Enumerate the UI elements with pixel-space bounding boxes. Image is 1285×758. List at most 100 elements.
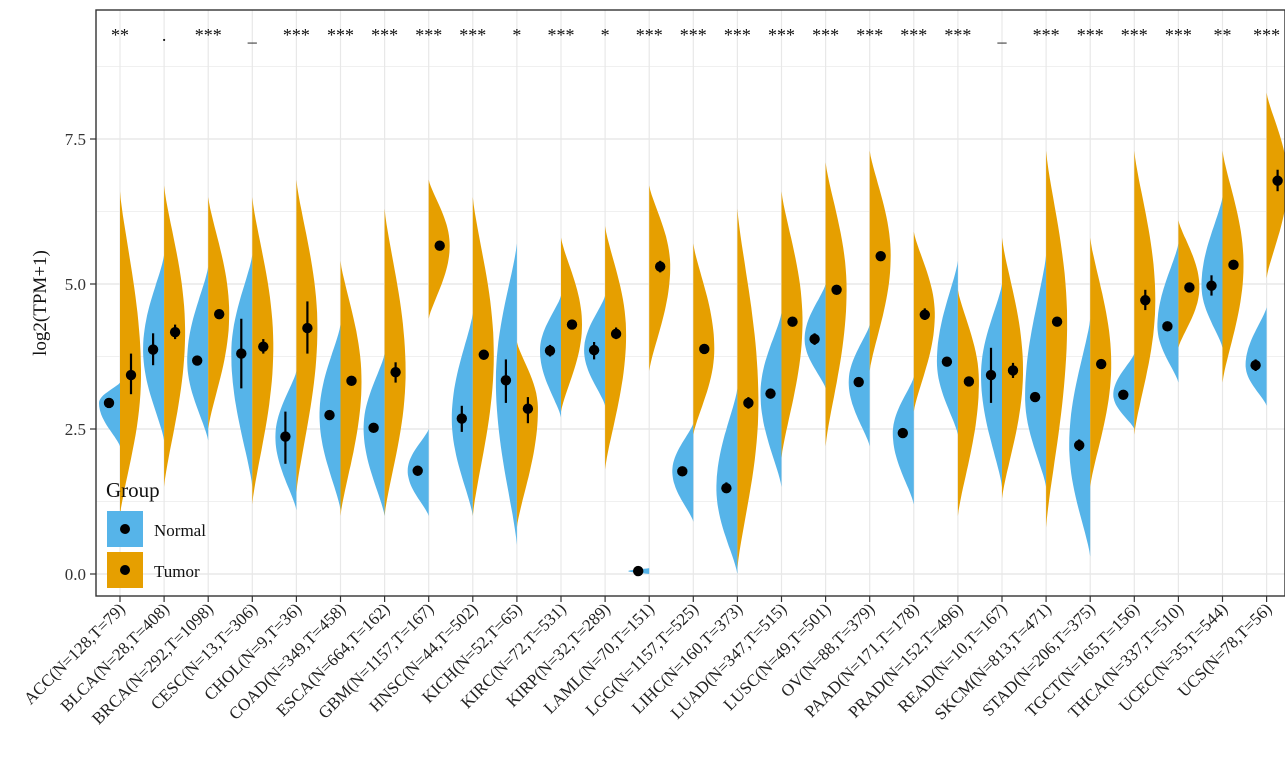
point-normal-cesc <box>236 348 247 359</box>
sig-label-kich: * <box>512 25 521 45</box>
point-normal-lgg <box>677 466 688 477</box>
sig-label-coad: *** <box>327 25 354 45</box>
point-tumor-blca <box>169 326 181 338</box>
sig-label-read: _ <box>997 25 1008 45</box>
point-normal-acc <box>103 397 115 409</box>
legend: Group Normal Tumor <box>106 478 206 588</box>
sig-label-ucs: *** <box>1253 25 1280 45</box>
violin-tumor-acc <box>120 191 141 516</box>
sig-label-ucec: ** <box>1214 25 1232 45</box>
point-normal-ucec <box>1206 280 1217 291</box>
point-tumor-acc <box>125 369 137 381</box>
sig-label-esca: *** <box>371 25 398 45</box>
point-tumor-skcm <box>1051 316 1063 327</box>
point-normal-stad <box>1074 440 1085 451</box>
point-normal-luad <box>765 388 776 399</box>
point-tumor-stad <box>1096 358 1107 370</box>
point-tumor-kich <box>522 403 534 414</box>
significance-labels: **. *** _ *** *** *** *** *** * *** * *** *** *** *** *… <box>111 25 1280 45</box>
violin-tumor-lihc <box>737 208 759 569</box>
sig-label-luad: *** <box>768 25 795 45</box>
violin-tumor-coad <box>340 260 362 516</box>
point-tumor-paad <box>919 309 930 320</box>
sig-label-prad: *** <box>944 25 971 45</box>
point-tumor-chol <box>302 322 313 334</box>
y-tick-label: 2.5 <box>65 420 86 439</box>
violin-normal-prad <box>936 260 958 435</box>
point-tumor-ov <box>875 250 886 262</box>
sig-label-chol: *** <box>283 25 310 45</box>
point-normal-tgct <box>1118 389 1129 400</box>
point-normal-gbm <box>412 465 423 476</box>
sig-label-hnsc: *** <box>459 25 486 45</box>
legend-item-normal: Normal <box>107 511 206 547</box>
sig-label-paad: *** <box>900 25 927 45</box>
median-points <box>103 169 1283 577</box>
sig-label-stad: *** <box>1077 25 1104 45</box>
violin-normal-luad <box>760 313 782 487</box>
point-tumor-hnsc <box>478 349 489 360</box>
point-tumor-thca <box>1184 282 1195 293</box>
violin-tumor-prad <box>957 289 979 516</box>
point-normal-laml <box>633 565 644 577</box>
legend-item-tumor: Tumor <box>107 552 200 588</box>
violin-tumor-laml <box>649 185 671 371</box>
legend-point-normal <box>120 524 130 534</box>
y-tick-label: 0.0 <box>65 565 86 584</box>
y-axis: 0.0 2.5 5.0 7.5 <box>65 130 96 584</box>
point-normal-kirc <box>544 345 556 356</box>
violin-tumor-paad <box>913 231 935 412</box>
violin-normal-esca <box>363 353 385 516</box>
legend-label-tumor: Tumor <box>154 562 200 581</box>
point-tumor-coad <box>346 375 357 387</box>
violin-normal-thca <box>1157 243 1179 383</box>
point-tumor-ucs <box>1272 175 1283 186</box>
violin-tumor-skcm <box>1046 150 1068 528</box>
point-tumor-tgct <box>1140 295 1151 306</box>
point-tumor-lihc <box>743 397 754 409</box>
violin-normal-brca <box>187 266 209 441</box>
point-normal-ov <box>853 376 864 388</box>
legend-label-normal: Normal <box>154 521 206 540</box>
sig-label-tgct: *** <box>1121 25 1148 45</box>
violin-tumor-lgg <box>693 243 715 435</box>
point-normal-chol <box>280 431 291 442</box>
point-normal-skcm <box>1029 391 1041 403</box>
point-tumor-kirc <box>566 319 578 330</box>
sig-label-thca: *** <box>1165 25 1192 45</box>
violin-normal-ucs <box>1245 307 1267 406</box>
sig-label-brca: *** <box>195 25 222 45</box>
violin-tumor-kich <box>516 342 538 528</box>
sig-label-laml: *** <box>636 25 663 45</box>
point-tumor-lusc <box>831 284 842 295</box>
violin-normal-skcm <box>1025 255 1047 487</box>
violin-normal-acc <box>99 382 120 447</box>
point-tumor-prad <box>963 376 975 387</box>
point-tumor-cesc <box>258 341 269 352</box>
point-tumor-ucec <box>1228 259 1239 271</box>
point-normal-esca <box>368 422 379 434</box>
violin-normal-lihc <box>716 388 738 574</box>
y-axis-title: log2(TPM+1) <box>30 250 51 356</box>
point-normal-kich <box>500 375 512 386</box>
sig-label-blca: . <box>162 25 167 45</box>
point-tumor-brca <box>214 308 225 320</box>
y-tick-label: 7.5 <box>65 130 86 149</box>
legend-point-tumor <box>120 565 130 575</box>
violin-normal-stad <box>1069 318 1091 557</box>
sig-label-lihc: *** <box>724 25 751 45</box>
sig-label-lusc: *** <box>812 25 839 45</box>
sig-label-cesc: _ <box>247 25 258 45</box>
legend-title: Group <box>106 478 160 502</box>
point-tumor-esca <box>390 366 401 378</box>
sig-label-kirp: * <box>601 25 610 45</box>
sig-label-acc: ** <box>111 25 129 45</box>
point-normal-brca <box>192 355 203 366</box>
sig-label-ov: *** <box>856 25 883 45</box>
point-normal-kirp <box>588 344 600 356</box>
x-axis: ACC(N=128,T=79)BLCA(N=28,T=408)BRCA(N=29… <box>20 596 1275 728</box>
sig-label-lgg: *** <box>680 25 707 45</box>
violin-normal-ucec <box>1201 197 1223 348</box>
y-tick-label: 5.0 <box>65 275 86 294</box>
